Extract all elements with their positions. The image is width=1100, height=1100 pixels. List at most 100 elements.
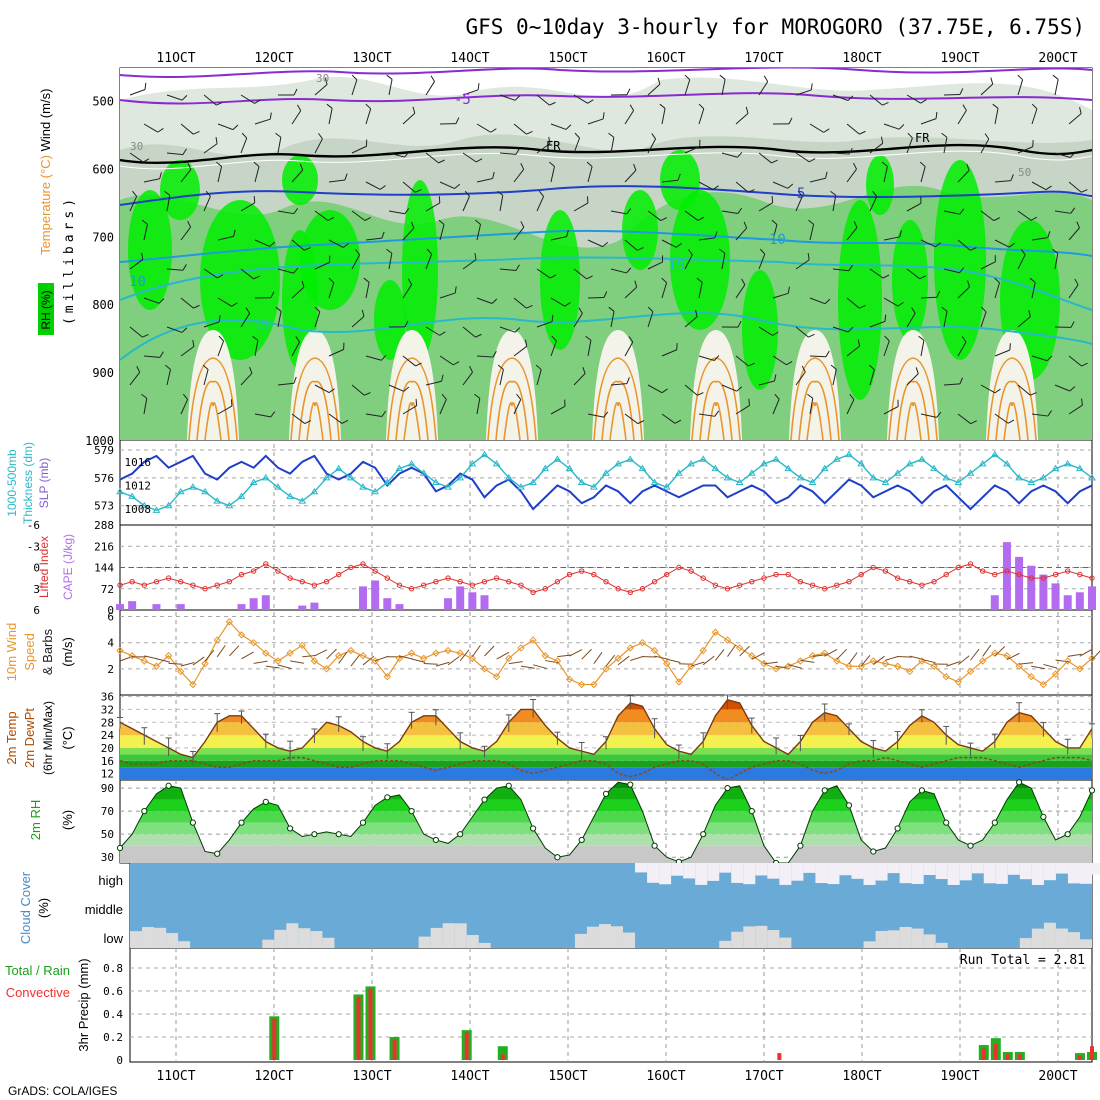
wind-barb-flag	[737, 151, 743, 158]
wind-speed-point	[286, 649, 294, 657]
wind-barb-staff	[425, 326, 440, 336]
wind-barb-flag	[535, 364, 542, 370]
wind-barb	[314, 306, 321, 328]
wind-barb-staff	[1017, 316, 1031, 328]
li-point	[809, 582, 816, 588]
wind-speed-point	[359, 652, 367, 660]
wind-barb-10m	[1091, 649, 1100, 661]
wind-barb-staff	[328, 108, 333, 125]
wind-barb-staff	[647, 384, 663, 394]
p5-ytick: 36	[101, 691, 114, 704]
thickness-point	[286, 492, 294, 499]
wind-barb-10m	[374, 655, 389, 662]
wind-barb	[624, 336, 634, 357]
wind-barb-staff	[1068, 404, 1083, 415]
wind-barb-flag	[301, 280, 305, 288]
wind-barb-flag	[342, 243, 349, 248]
rh-band	[120, 822, 1092, 835]
wind-barb-flag	[872, 190, 878, 197]
cloud-low-gap	[130, 931, 143, 948]
wind-barb	[758, 152, 778, 164]
wind-barb-staff	[254, 413, 271, 418]
wind-barb-flag	[351, 74, 358, 81]
rh-point	[554, 854, 561, 861]
wind-barb-staff	[795, 259, 810, 270]
rh-point	[724, 784, 731, 792]
cloud-high-gap	[659, 863, 672, 885]
wind-barb-10m-staff	[690, 661, 705, 667]
wind-barb-flag	[918, 335, 925, 341]
rh-green-blob	[660, 150, 700, 210]
cloud-low-gap	[779, 937, 792, 948]
precip-convective-bar	[1017, 1054, 1022, 1060]
li-point	[263, 561, 269, 567]
wind-barb	[772, 355, 793, 366]
temp-contour-warm	[395, 380, 429, 440]
wind-barb-staff	[425, 380, 442, 386]
wind-barb-10m	[1079, 648, 1093, 657]
wind-speed-point	[237, 631, 246, 639]
wind-barb	[586, 161, 593, 183]
wind-barb-flag	[626, 267, 632, 274]
wind-barb-flag	[602, 242, 609, 248]
wind-barb-staff	[883, 406, 899, 415]
wind-barb-staff	[795, 152, 810, 163]
wind-barb-flag	[748, 189, 755, 193]
wind-barb-10m-staff	[763, 661, 778, 665]
p3-ytick-li: 6	[33, 604, 40, 617]
cloud-low-gap	[899, 927, 912, 948]
wind-speed-point	[395, 654, 404, 663]
wind-barb	[402, 221, 415, 241]
wind-barb-staff	[550, 166, 555, 183]
thickness-point	[201, 487, 209, 495]
thickness-point	[1003, 459, 1011, 467]
wind-barb	[624, 280, 638, 299]
li-point	[615, 586, 621, 592]
wind-barb-staff	[587, 413, 604, 418]
wind-barb-staff	[314, 261, 330, 270]
thickness-point	[638, 464, 647, 472]
wind-barb	[497, 190, 504, 212]
wind-barb	[1031, 355, 1053, 362]
wind-barb	[758, 248, 766, 270]
wind-speed-point	[553, 657, 562, 665]
wind-barb-staff	[166, 195, 171, 212]
wind-barb	[758, 75, 769, 96]
cloud-high-gap	[887, 863, 900, 874]
wind-barb	[277, 376, 297, 386]
wind-barb	[536, 314, 554, 328]
wind-barb-staff	[425, 152, 439, 164]
wind-barb	[957, 413, 977, 425]
wind-barb	[647, 384, 668, 394]
wind-barb-flag	[959, 88, 964, 95]
wind-barb-staff	[1031, 181, 1047, 191]
wind-barb-flag	[366, 139, 368, 147]
wind-barb-flag	[574, 132, 580, 139]
li-point	[1089, 575, 1095, 581]
wind-barb-flag	[1052, 248, 1059, 254]
wind-barb	[129, 82, 147, 96]
thickness-point	[905, 459, 914, 467]
li-point	[165, 575, 172, 581]
wind-barb-flag	[857, 339, 861, 347]
wind-barb-staff	[439, 292, 456, 299]
wind-barb-staff	[425, 253, 433, 270]
wind-barb	[164, 190, 171, 212]
wind-barb-flag	[187, 220, 192, 228]
wind-barb-10m	[788, 664, 802, 669]
cloud-high-gap	[1031, 863, 1044, 885]
wind-speed-point	[614, 654, 622, 663]
wind-barb-staff	[906, 202, 922, 212]
wind-barb	[402, 278, 413, 299]
wind-barb-staff	[735, 113, 749, 125]
wind-barb-flag	[1007, 419, 1015, 424]
wind-speed-point	[1088, 654, 1096, 663]
li-point	[238, 571, 245, 578]
wind-barb	[402, 398, 418, 415]
wind-barb-staff	[1017, 79, 1024, 96]
li-point	[421, 582, 427, 588]
wind-barb-staff	[772, 355, 787, 366]
li-point	[1052, 571, 1059, 578]
rh-band	[120, 799, 1092, 812]
precip-convective-bar	[993, 1043, 998, 1060]
